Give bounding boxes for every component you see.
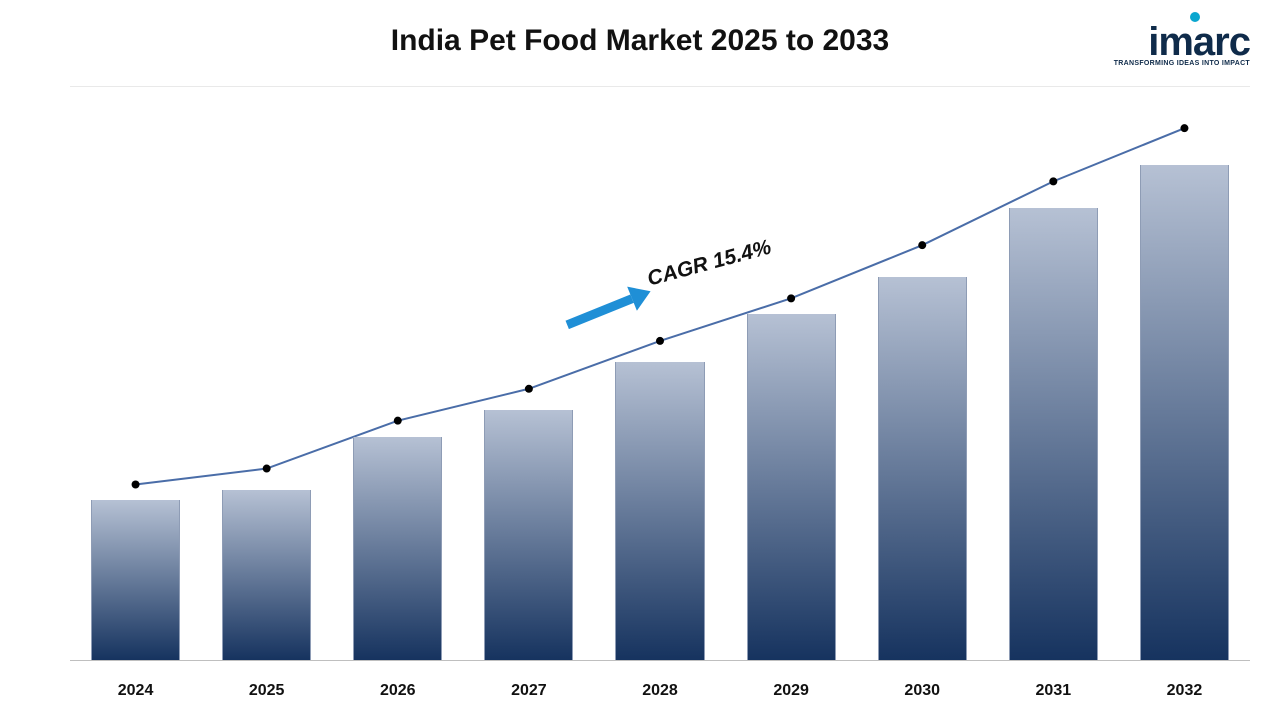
x-axis-label: 2031 xyxy=(1036,682,1072,700)
data-point-marker xyxy=(132,481,140,489)
chart-title: India Pet Food Market 2025 to 2033 xyxy=(0,24,1280,58)
data-point-marker xyxy=(525,385,533,393)
data-point-marker xyxy=(394,417,402,425)
logo-word: imarc xyxy=(1114,24,1250,60)
bar xyxy=(615,362,704,660)
x-axis-label: 2029 xyxy=(773,682,809,700)
data-point-marker xyxy=(918,241,926,249)
chart-plot-area: 202420252026202720282029203020312032CAGR… xyxy=(70,75,1250,660)
x-axis-label: 2024 xyxy=(118,682,154,700)
bar xyxy=(1140,165,1229,660)
bar xyxy=(1009,208,1098,660)
brand-logo: imarc TRANSFORMING IDEAS INTO IMPACT xyxy=(1114,12,1250,67)
x-axis-label: 2025 xyxy=(249,682,285,700)
x-axis-label: 2028 xyxy=(642,682,678,700)
x-axis-label: 2030 xyxy=(904,682,940,700)
x-axis-line xyxy=(70,660,1250,661)
data-point-marker xyxy=(787,294,795,302)
bar xyxy=(222,490,311,660)
x-axis-label: 2026 xyxy=(380,682,416,700)
data-point-marker xyxy=(1049,177,1057,185)
bar xyxy=(484,410,573,660)
bar xyxy=(747,314,836,660)
data-point-marker xyxy=(263,465,271,473)
gridline xyxy=(70,86,1250,87)
bar xyxy=(878,277,967,660)
bar xyxy=(91,500,180,660)
x-axis-label: 2027 xyxy=(511,682,547,700)
data-point-marker xyxy=(656,337,664,345)
x-axis-label: 2032 xyxy=(1167,682,1203,700)
bar xyxy=(353,437,442,660)
logo-tagline: TRANSFORMING IDEAS INTO IMPACT xyxy=(1114,60,1250,67)
data-point-marker xyxy=(1180,124,1188,132)
